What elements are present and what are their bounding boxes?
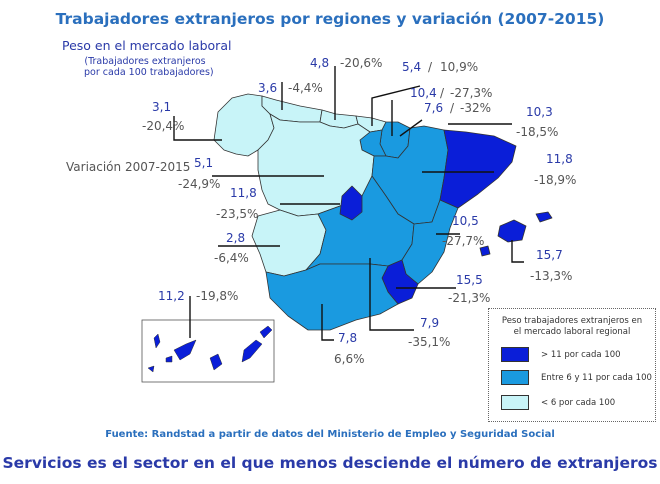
region-cataluna (439, 129, 517, 209)
weight-legend-subtitle: (Trabajadores extranjeros (84, 56, 206, 67)
region-canarias-la-palma (153, 333, 161, 349)
region-variation-label: -19,8% (196, 289, 239, 303)
region-variation-label: -24,9% (178, 177, 221, 191)
region-castilla-y-leon (257, 113, 375, 217)
region-variation-label: -27,7% (442, 234, 485, 248)
region-variation-label: -18,9% (534, 173, 577, 187)
region-canarias-lanzarote (259, 325, 273, 339)
headline: Servicios es el sector en el que menos d… (2, 454, 658, 472)
chart-title: Trabajadores extranjeros por regiones y … (55, 10, 605, 28)
region-weight-label: 15,7 (536, 248, 563, 262)
weight-legend-title: Peso en el mercado laboral (62, 38, 232, 53)
region-weight-label: 11,2 (158, 289, 185, 303)
legend-swatch-mid (501, 370, 529, 385)
legend-swatch-low (501, 395, 529, 410)
region-weight-label: 3,1 (152, 100, 172, 114)
region-variation-label: -4,4% (288, 81, 323, 95)
region-variation-label: -27,3% (450, 86, 493, 100)
region-weight-label: 3,6 (258, 81, 278, 95)
region-canarias-el-hierro (147, 365, 155, 373)
region-canarias-gran-canaria (209, 353, 223, 371)
region-weight-label: 7,9 (420, 316, 440, 330)
weight-legend-subtitle: por cada 100 trabajadores) (84, 67, 214, 78)
legend: Peso trabajadores extranjeros en el merc… (488, 308, 656, 422)
region-weight-label: 5,4 (402, 60, 422, 74)
region-canarias-fuerteventura (241, 339, 263, 363)
region-variation-label: -6,4% (214, 251, 249, 265)
region-variation-label: -32% (460, 101, 492, 115)
region-canarias-la-gomera (165, 355, 173, 363)
region-variation-separator: / (428, 60, 433, 74)
region-variation-label: -20,4% (142, 119, 185, 133)
region-andalucia (265, 263, 399, 331)
region-variation-label: -13,3% (530, 269, 573, 283)
region-weight-label: 11,8 (230, 186, 257, 200)
legend-label: > 11 por cada 100 (541, 350, 621, 360)
region-weight-label: 7,8 (338, 331, 358, 345)
region-weight-label: 15,5 (456, 273, 483, 287)
region-weight-label: 5,1 (194, 156, 214, 170)
region-variation-separator: / (450, 101, 455, 115)
legend-label: Entre 6 y 11 por cada 100 (541, 373, 652, 383)
variation-legend-label: Variación 2007-2015 (66, 160, 191, 174)
region-variation-label: -20,6% (340, 56, 383, 70)
region-baleares-menorca (535, 211, 553, 223)
region-variation-label: -23,5% (216, 207, 259, 221)
region-variation-label: 6,6% (334, 352, 365, 366)
region-variation-label: 10,9% (440, 60, 479, 74)
source-note: Fuente: Randstad a partir de datos del M… (105, 429, 555, 440)
region-weight-label: 11,8 (546, 152, 573, 166)
region-weight-label: 10,5 (452, 214, 479, 228)
region-madrid (339, 185, 363, 221)
region-variation-label: -35,1% (408, 335, 451, 349)
region-weight-label: 10,4 (410, 86, 437, 100)
region-canarias-tenerife (173, 339, 197, 361)
region-weight-label: 10,3 (526, 105, 553, 119)
region-variation-separator: / (440, 86, 445, 100)
region-weight-label: 4,8 (310, 56, 330, 70)
region-weight-label: 7,6 (424, 101, 444, 115)
legend-title: Peso trabajadores extranjeros en (501, 316, 643, 326)
region-baleares-ibiza (479, 245, 491, 257)
region-weight-label: 2,8 (226, 231, 246, 245)
region-comunidad-valenciana (401, 199, 459, 285)
region-variation-label: -21,3% (448, 291, 491, 305)
region-baleares-mallorca (497, 219, 527, 243)
region-variation-label: -18,5% (516, 125, 559, 139)
legend-label: < 6 por cada 100 (541, 398, 616, 408)
legend-swatch-high (501, 347, 529, 362)
legend-title: el mercado laboral regional (513, 327, 631, 337)
